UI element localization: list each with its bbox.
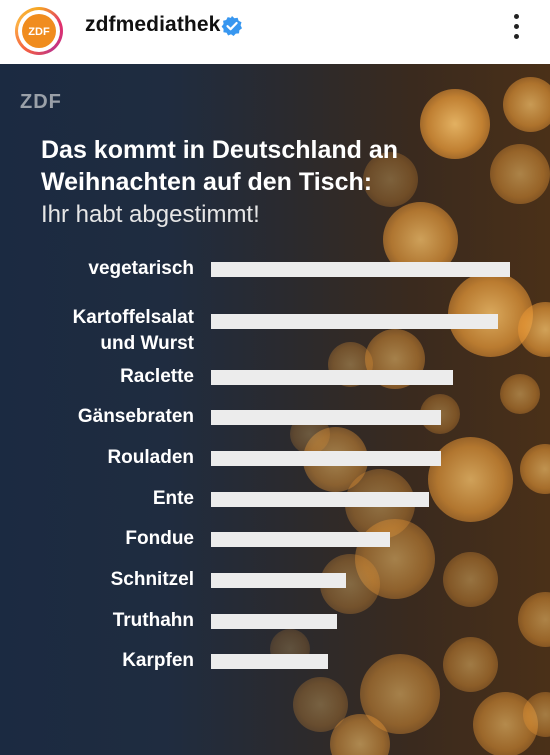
category-label-line: Gänsebraten (77, 406, 194, 427)
category-label: Fondue (125, 526, 194, 552)
category-label-line: Rouladen (107, 447, 194, 468)
post-header: ZDF zdfmediathek (0, 0, 550, 64)
svg-text:ZDF: ZDF (28, 26, 50, 38)
title-line-1: Das kommt in Deutschland an (41, 136, 399, 164)
bar (211, 654, 328, 669)
verified-badge-icon (221, 16, 242, 36)
category-label: Truthahn (113, 608, 194, 634)
zdf-watermark-icon: ZDF (20, 91, 62, 113)
category-label-line: und Wurst (100, 333, 194, 354)
bar (211, 262, 510, 277)
bokeh-light (517, 591, 550, 647)
category-label-line: Karpfen (122, 650, 194, 671)
category-label: vegetarisch (88, 256, 194, 282)
category-label-line: Kartoffelsalat (72, 307, 194, 328)
category-label-line: Fondue (125, 528, 194, 549)
bokeh-light (362, 151, 418, 207)
post-image: ZDF Das kommt in Deutschland an Weihnach… (0, 64, 550, 755)
category-label-line: Schnitzel (110, 569, 194, 590)
bokeh-light (427, 436, 513, 522)
bokeh-light (420, 89, 490, 159)
avatar[interactable]: ZDF (15, 7, 63, 55)
bar (211, 573, 346, 588)
username[interactable]: zdfmediathek (85, 13, 221, 36)
bar (211, 614, 337, 629)
category-label: Kartoffelsalat und Wurst (73, 305, 194, 357)
bar (211, 314, 499, 329)
bar (211, 492, 430, 507)
category-label-line: Raclette (120, 366, 194, 387)
bokeh-light (502, 76, 550, 132)
bokeh-light (500, 374, 540, 414)
category-label: Karpfen (122, 648, 194, 674)
bar (211, 370, 454, 385)
zdf-logo-icon: ZDF (22, 14, 56, 48)
category-label: Gänsebraten (78, 404, 194, 430)
bokeh-light (520, 444, 550, 494)
bar (211, 532, 391, 547)
category-label-line: Ente (152, 488, 194, 509)
bokeh-light (490, 144, 550, 204)
category-label: Ente (153, 486, 194, 512)
category-label: Rouladen (107, 445, 194, 471)
bar (211, 410, 442, 425)
title-line-2: Weihnachten auf den Tisch: (41, 168, 373, 196)
more-vertical-icon[interactable] (505, 12, 527, 42)
chart-subtitle: Ihr habt abgestimmt! (41, 201, 260, 228)
svg-text:ZDF: ZDF (20, 91, 62, 113)
bokeh-light (330, 714, 390, 755)
bar (211, 451, 442, 466)
category-label-line: vegetarisch (88, 258, 194, 279)
bokeh-light (442, 636, 498, 692)
category-label-line: Truthahn (112, 610, 194, 631)
bokeh-light (442, 551, 498, 607)
category-label: Raclette (120, 364, 194, 390)
chart-title: Das kommt in Deutschland an Weihnachten … (41, 134, 398, 198)
category-label: Schnitzel (111, 567, 194, 593)
